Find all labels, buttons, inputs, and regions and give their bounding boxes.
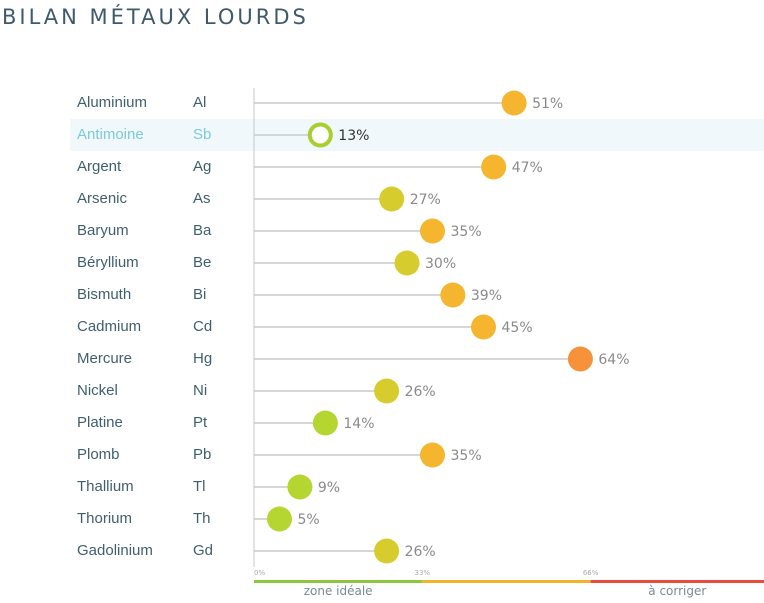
zone-bar (590, 580, 764, 583)
x-tick-label: 0% (254, 569, 265, 577)
zone-bar (422, 580, 591, 583)
zone-label: zone idéale (303, 584, 373, 598)
x-tick-label: 66% (583, 569, 599, 577)
zone-label: à corriger (648, 584, 707, 598)
lollipop-dot[interactable] (501, 90, 527, 116)
lollipop-dot[interactable] (374, 378, 400, 404)
metal-symbol: Tl (193, 478, 206, 495)
lollipop-dot[interactable] (420, 442, 445, 468)
value-label: 47% (512, 160, 543, 176)
metal-name: Aluminium (77, 94, 148, 111)
row-highlight (70, 119, 764, 151)
metal-name: Antimoine (77, 126, 144, 143)
value-label: 9% (318, 480, 340, 496)
value-label: 30% (425, 256, 456, 272)
value-label: 27% (410, 192, 441, 208)
page-title: BILAN MÉTAUX LOURDS (2, 5, 309, 29)
value-label: 51% (532, 96, 563, 112)
value-label: 35% (451, 448, 482, 464)
zone-bar (254, 580, 423, 583)
lollipop-dot[interactable] (267, 506, 292, 532)
metal-symbol: Hg (193, 350, 213, 367)
lollipop-dot[interactable] (471, 314, 496, 340)
metal-symbol: Cd (193, 318, 213, 335)
lollipop-dot[interactable] (567, 346, 593, 372)
metal-symbol: As (193, 190, 211, 207)
metal-name: Platine (77, 414, 123, 431)
metal-name: Thallium (77, 478, 134, 495)
metal-name: Mercure (77, 350, 133, 367)
metal-symbol: Ag (193, 158, 212, 175)
value-label: 39% (471, 288, 502, 304)
metal-name: Plomb (77, 446, 120, 463)
metal-symbol: Pb (193, 446, 212, 463)
metal-name: Béryllium (77, 254, 139, 271)
value-label: 5% (298, 512, 320, 528)
metal-symbol: Ba (193, 222, 212, 239)
metal-symbol: Th (193, 510, 211, 527)
lollipop-dot[interactable] (394, 250, 420, 276)
metal-symbol: Pt (193, 414, 208, 431)
lollipop-dot[interactable] (379, 186, 405, 212)
metal-symbol: Be (193, 254, 212, 271)
value-label: 45% (502, 320, 533, 336)
lollipop-dot[interactable] (440, 282, 466, 308)
metal-name: Gadolinium (77, 542, 153, 559)
metal-name: Cadmium (77, 318, 142, 335)
metal-symbol: Bi (193, 286, 207, 303)
metal-name: Thorium (77, 510, 133, 527)
value-label: 26% (405, 544, 436, 560)
metal-name: Baryum (77, 222, 129, 239)
lollipop-dot[interactable] (374, 538, 400, 564)
metal-symbol: Ni (193, 382, 208, 399)
x-tick-label: 33% (415, 569, 431, 577)
lollipop-dot[interactable] (481, 154, 507, 180)
value-label: 13% (338, 128, 369, 144)
lollipop-dot[interactable] (312, 410, 338, 436)
value-label: 14% (343, 416, 374, 432)
value-label: 26% (405, 384, 436, 400)
metal-symbol: Al (193, 94, 207, 111)
metal-symbol: Gd (193, 542, 214, 559)
metal-name: Nickel (77, 382, 118, 399)
value-label: 64% (598, 352, 629, 368)
metal-name: Arsenic (77, 190, 128, 207)
metal-name: Argent (77, 158, 122, 175)
lollipop-dot[interactable] (420, 218, 445, 244)
metal-name: Bismuth (77, 286, 132, 303)
lollipop-dot[interactable] (307, 122, 333, 148)
metal-symbol: Sb (193, 126, 212, 143)
value-label: 35% (451, 224, 482, 240)
lollipop-dot[interactable] (287, 474, 313, 500)
